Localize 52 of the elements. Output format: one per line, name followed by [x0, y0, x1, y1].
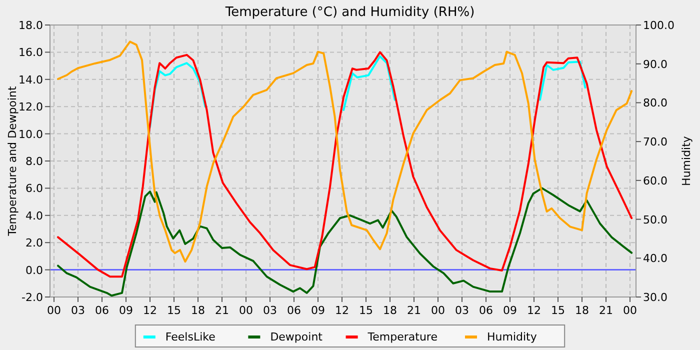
- legend-label: Dewpoint: [270, 330, 324, 344]
- y2-axis-title: Humidity: [680, 136, 693, 186]
- y2-tick-label: 60.0: [643, 174, 668, 188]
- y2-tick-label: 50.0: [643, 213, 668, 226]
- legend-label: Humidity: [487, 330, 538, 344]
- y2-tick-label: 40.0: [643, 252, 668, 266]
- x-tick-label: 06: [287, 304, 301, 317]
- x-tick-label: 18: [191, 304, 205, 317]
- line-series: [57, 187, 633, 297]
- x-tick-label: 03: [263, 304, 277, 317]
- x-tick-label: 00: [239, 304, 253, 317]
- x-tick-label: 03: [455, 304, 469, 317]
- y-tick-label: 18.0: [18, 19, 43, 32]
- x-tick-label: 00: [623, 304, 637, 317]
- y-axis-title: Temperature and Dewpoint: [6, 85, 19, 237]
- x-tick-label: 06: [95, 304, 109, 317]
- x-tick-label: 09: [119, 304, 133, 317]
- legend-label: Temperature: [366, 330, 438, 344]
- y2-tick-label: 80.0: [643, 96, 668, 110]
- y-tick-label: 4.0: [26, 209, 43, 222]
- x-tick-label: 18: [575, 304, 589, 317]
- y2-tick-label: 30.0: [643, 291, 668, 304]
- y-tick-label: 12.0: [18, 100, 43, 114]
- y2-tick-label: 90.0: [643, 58, 668, 71]
- x-tick-label: 03: [71, 304, 85, 317]
- y-tick-label: 0.0: [26, 264, 43, 277]
- x-tick-label: 00: [47, 304, 61, 317]
- x-tick-label: 15: [167, 304, 181, 317]
- y-tick-label: -2.0: [22, 291, 43, 304]
- x-tick-label: 09: [311, 304, 325, 317]
- x-tick-label: 12: [335, 304, 349, 317]
- legend-label: FeelsLike: [165, 330, 216, 344]
- y2-tick-label: 100.0: [643, 19, 674, 32]
- x-tick-label: 15: [551, 304, 565, 317]
- x-tick-label: 12: [527, 304, 541, 317]
- y-tick-label: 2.0: [26, 236, 43, 250]
- y2-tick-label: 70.0: [643, 136, 668, 149]
- x-tick-label: 09: [503, 304, 517, 317]
- y-tick-label: 16.0: [18, 46, 43, 60]
- y-tick-label: 6.0: [26, 182, 43, 196]
- x-tick-label: 00: [431, 304, 445, 317]
- x-tick-label: 21: [407, 304, 421, 317]
- x-tick-label: 15: [359, 304, 373, 317]
- x-tick-label: 12: [143, 304, 157, 317]
- y-tick-label: 10.0: [18, 128, 43, 141]
- y-tick-label: 14.0: [18, 73, 43, 86]
- x-tick-label: 21: [599, 304, 613, 317]
- x-tick-label: 18: [383, 304, 397, 317]
- y-tick-label: 8.0: [26, 155, 43, 168]
- x-tick-label: 06: [479, 304, 493, 317]
- x-tick-label: 21: [215, 304, 229, 317]
- chart-title: Temperature (°C) and Humidity (RH%): [224, 5, 475, 20]
